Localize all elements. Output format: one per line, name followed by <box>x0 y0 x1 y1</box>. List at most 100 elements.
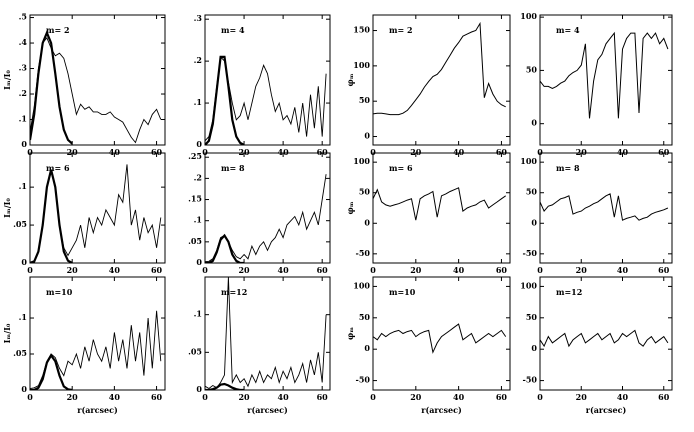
y-tick-label: .1 <box>19 312 27 322</box>
data-line <box>373 21 506 116</box>
annotation: m= 4 <box>221 25 245 35</box>
y-tick-label: -50 <box>356 248 371 258</box>
y-tick-label: .1 <box>19 114 27 124</box>
data-line <box>373 323 507 354</box>
y-tick-label: 0 <box>196 384 202 394</box>
data-line <box>30 353 73 390</box>
plot-area <box>373 187 506 221</box>
x-tick-label: 60 <box>151 147 163 157</box>
x-tick-label: 0 <box>202 392 208 402</box>
y-tick-label: 0 <box>531 343 537 353</box>
x-tick-label: 20 <box>67 392 79 402</box>
y-tick-label: .15 <box>188 194 202 204</box>
x-tick-label: 0 <box>370 147 376 157</box>
y-tick-label: .3 <box>19 63 28 73</box>
plot-area <box>540 31 669 119</box>
data-line <box>205 174 327 263</box>
x-tick-label: 20 <box>238 265 250 275</box>
annotation: m= 8 <box>221 163 245 173</box>
frame <box>29 152 166 264</box>
frame <box>29 14 166 146</box>
data-line <box>205 55 327 142</box>
y-tick-label: .1 <box>194 97 202 107</box>
panel: 0 .1 .2 .3 0 20 40 60 m= 4 <box>194 13 331 157</box>
plot-area <box>540 329 669 348</box>
annotation: m=12 <box>221 287 247 297</box>
y-tick-label: .2 <box>19 88 27 98</box>
data-line <box>373 187 506 221</box>
x-tick-label: 0 <box>27 265 33 275</box>
x-tick-label: 0 <box>537 265 543 275</box>
frame <box>204 276 331 391</box>
data-line <box>540 329 669 348</box>
y-tick-label: 50 <box>526 312 538 322</box>
data-line <box>205 233 245 263</box>
y-axis-label: φₘ <box>345 201 355 214</box>
y-tick-label: .05 <box>188 236 202 246</box>
x-tick-label: 0 <box>202 147 208 157</box>
x-axis-label: r(arcsec) <box>421 405 462 415</box>
x-tick-label: 40 <box>109 265 121 275</box>
y-tick-label: .2 <box>194 55 202 65</box>
data-line <box>205 55 245 145</box>
plot-area <box>373 21 506 116</box>
y-tick-label: 100 <box>353 60 370 70</box>
frame <box>29 276 166 391</box>
x-tick-label: 40 <box>278 392 290 402</box>
y-tick-label: -50 <box>523 375 538 385</box>
x-tick-label: 20 <box>576 392 588 402</box>
annotation: m= 2 <box>389 25 413 35</box>
annotation: m=12 <box>556 287 582 297</box>
y-tick-label: .05 <box>13 219 27 229</box>
y-tick-label: .1 <box>194 309 202 319</box>
frame <box>204 152 331 264</box>
x-tick-label: 60 <box>317 147 329 157</box>
plot-area <box>540 193 669 221</box>
x-axis-label: r(arcsec) <box>77 405 118 415</box>
x-tick-label: 40 <box>453 265 465 275</box>
x-tick-label: 0 <box>27 147 33 157</box>
y-tick-label: 0 <box>364 343 370 353</box>
y-tick-label: 50 <box>359 187 371 197</box>
data-line <box>205 382 245 390</box>
annotation: m=10 <box>389 287 416 297</box>
plot-area <box>205 174 327 263</box>
data-line <box>30 169 73 263</box>
y-axis-label: Iₘ/I₀ <box>2 70 12 90</box>
frame <box>539 152 673 264</box>
x-axis-label: r(arcsec) <box>586 405 627 415</box>
x-tick-label: 0 <box>537 147 543 157</box>
x-axis-label: r(arcsec) <box>247 405 288 415</box>
panel: -50 0 50 100 0 20 40 60 m=12 r(arcsec) <box>520 276 673 415</box>
x-tick-label: 20 <box>576 147 588 157</box>
x-tick-label: 60 <box>658 147 670 157</box>
data-line <box>30 164 162 263</box>
y-tick-label: 50 <box>359 95 371 105</box>
x-tick-label: 20 <box>410 392 422 402</box>
y-tick-label: -50 <box>356 375 371 385</box>
y-tick-label: 0 <box>21 139 27 149</box>
x-tick-label: 20 <box>238 392 250 402</box>
y-tick-label: .4 <box>19 37 28 47</box>
data-line <box>205 277 327 390</box>
panel: -50 0 50 100 0 20 40 60 m= 8 <box>520 152 673 275</box>
panel: 0 .1 .2 .3 .4 .5 0 20 40 60 m= 2 Iₘ/I₀ <box>2 12 166 157</box>
x-tick-label: 20 <box>410 265 422 275</box>
y-tick-label: .1 <box>19 181 27 191</box>
y-tick-label: 50 <box>526 64 538 74</box>
panel: 0 50 100 150 0 20 40 60 m= 2 φₘ <box>345 14 511 157</box>
plot-area <box>30 29 162 145</box>
annotation: m= 8 <box>556 163 580 173</box>
y-tick-label: 100 <box>520 156 537 166</box>
data-line <box>30 310 162 390</box>
y-axis-label: Iₘ/I₀ <box>2 198 12 218</box>
panel: -50 0 50 100 0 20 40 60 m=10 φₘ r(arcsec) <box>345 276 511 415</box>
y-tick-label: 0 <box>21 257 27 267</box>
y-tick-label: 0 <box>364 131 370 141</box>
panel: 0 .05 .1 0 20 40 60 m=12 r(arcsec) <box>188 276 331 415</box>
x-tick-label: 20 <box>576 265 588 275</box>
plot-area <box>30 164 162 263</box>
y-tick-label: .1 <box>194 215 202 225</box>
panel: 0 50 100 0 20 40 60 m= 4 <box>520 11 673 157</box>
